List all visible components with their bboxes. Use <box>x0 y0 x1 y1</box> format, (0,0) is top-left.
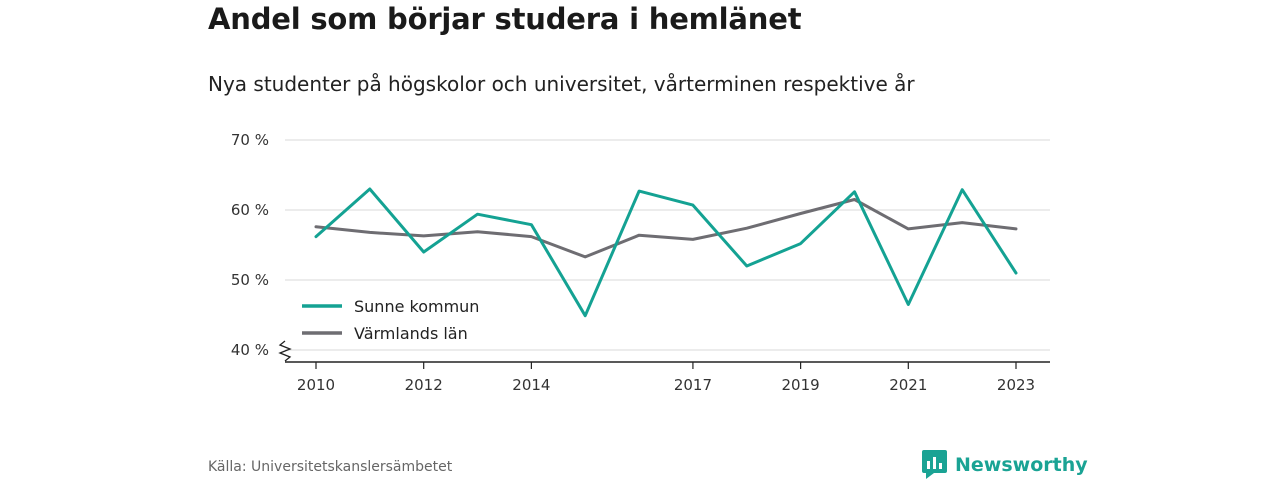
axis-break-icon <box>278 340 292 362</box>
y-tick-label-60: 60 % <box>231 201 269 219</box>
y-axis-tick-labels: 40 % 50 % 60 % 70 % <box>231 131 269 359</box>
chart-subtitle: Nya studenter på högskolor och universit… <box>208 72 915 96</box>
x-tick-label-2019: 2019 <box>782 376 820 394</box>
y-tick-label-50: 50 % <box>231 271 269 289</box>
x-tick-label-2012: 2012 <box>405 376 443 394</box>
series-line-0 <box>314 187 1018 318</box>
x-tick-label-2023: 2023 <box>997 376 1035 394</box>
brand-name: Newsworthy <box>955 453 1088 476</box>
legend: Sunne kommun Värmlands län <box>302 297 479 343</box>
x-axis <box>278 340 1050 369</box>
x-axis-tick-labels: 2010 2012 2014 2017 2019 2021 2023 <box>297 376 1035 394</box>
grid-lines <box>285 139 1050 351</box>
y-tick-label-40: 40 % <box>231 341 269 359</box>
x-tick-label-2014: 2014 <box>512 376 550 394</box>
legend-label-1: Värmlands län <box>354 324 468 343</box>
legend-label-0: Sunne kommun <box>354 297 479 316</box>
brand-logo: Newsworthy <box>922 450 1088 479</box>
newsworthy-logo-icon <box>922 450 947 479</box>
y-tick-label-70: 70 % <box>231 131 269 149</box>
series-lines <box>314 187 1018 318</box>
x-tick-label-2021: 2021 <box>889 376 927 394</box>
chart-title: Andel som börjar studera i hemlänet <box>208 2 802 36</box>
series-line-1 <box>314 198 1018 259</box>
x-tick-label-2010: 2010 <box>297 376 335 394</box>
x-tick-label-2017: 2017 <box>674 376 712 394</box>
source-note: Källa: Universitetskanslersämbetet <box>208 459 453 475</box>
